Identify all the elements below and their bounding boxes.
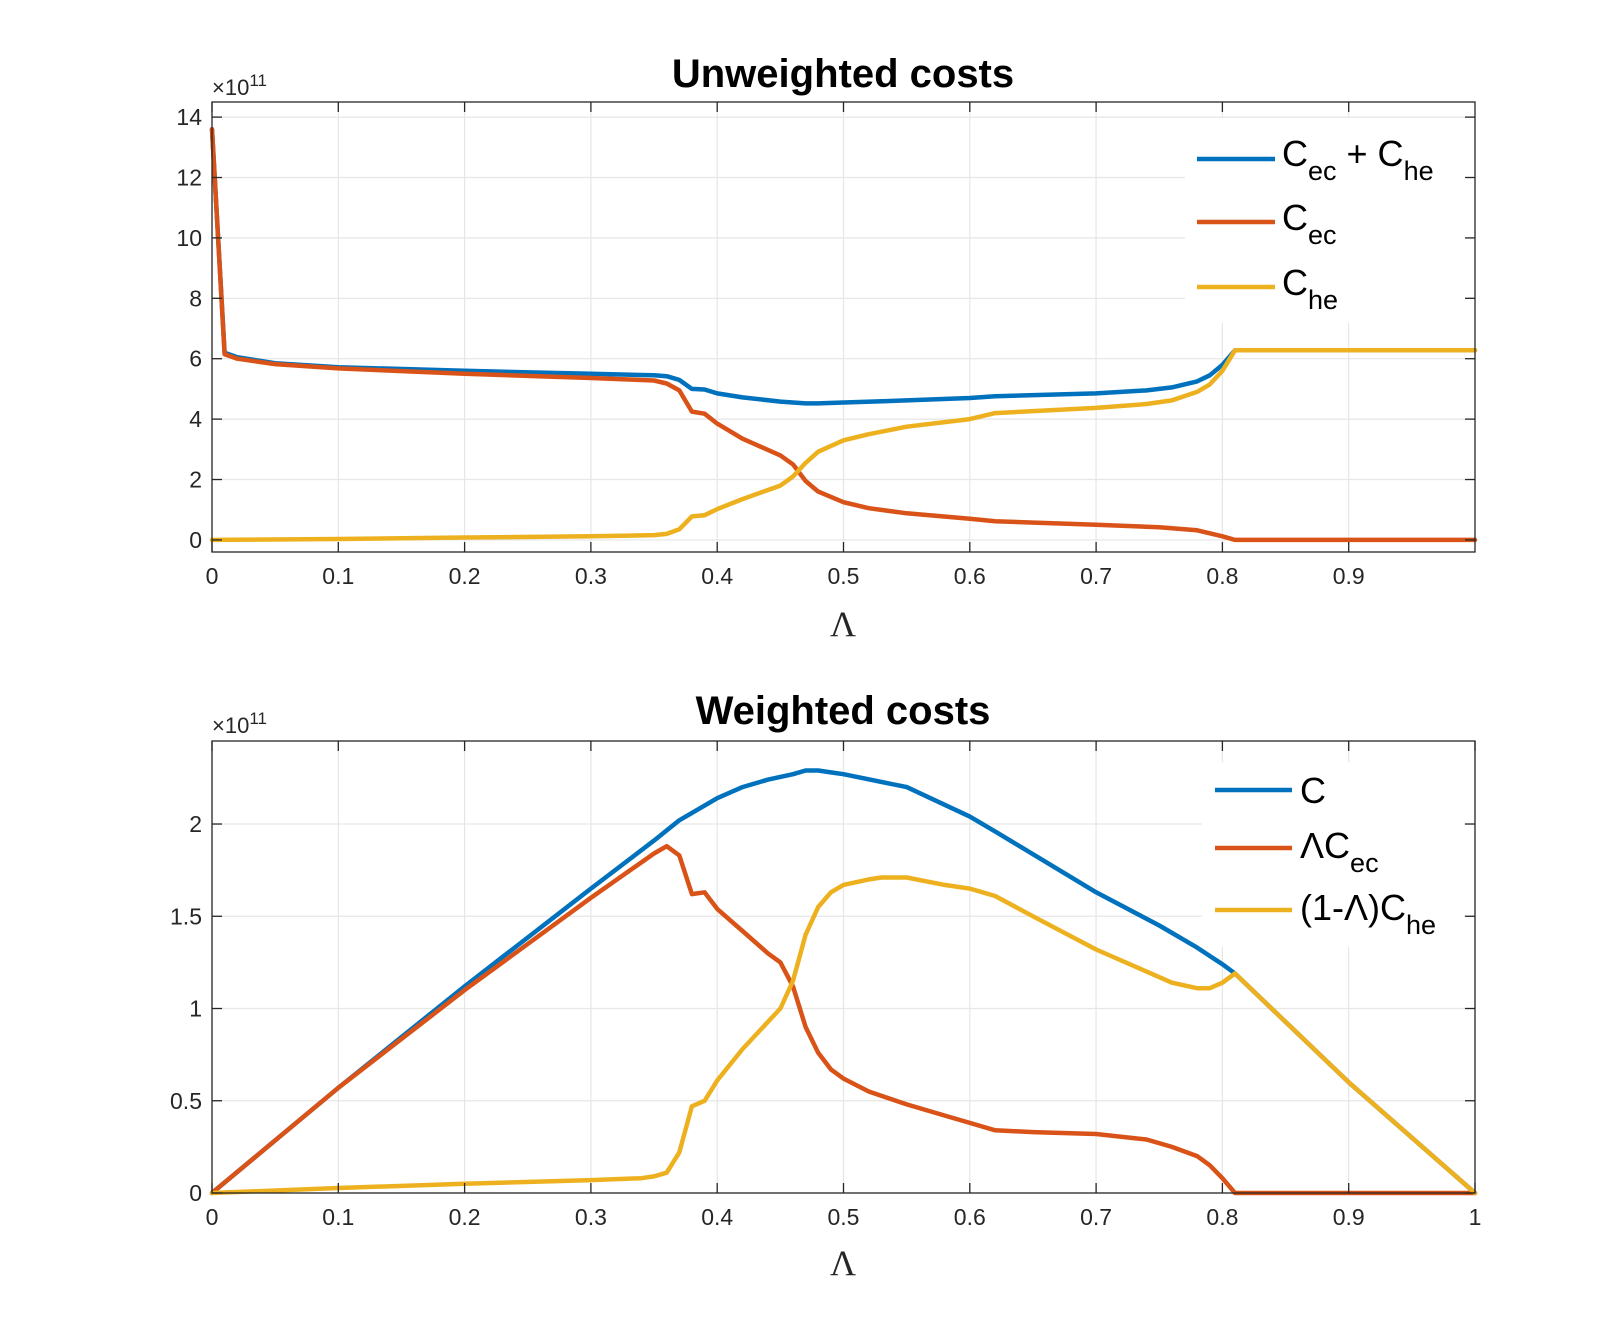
x-tick-label: 0.4 <box>701 1204 733 1230</box>
y-tick-label: 2 <box>189 467 202 493</box>
y-tick-label: 1.5 <box>170 903 202 929</box>
y-tick-label: 1 <box>189 996 202 1022</box>
x-tick-label: 0.9 <box>1333 563 1365 589</box>
weighted-costs-chart: Weighted costs 0 0.1 0.2 0.3 0.4 0.5 0.6 0.7 0.8… <box>170 689 1481 1283</box>
legend-entry-one-minus-lambda-che: (1-Λ)Che <box>1300 887 1436 940</box>
series-line-blue <box>209 126 1478 406</box>
x-tick-label: 0.5 <box>828 1204 860 1230</box>
x-tick-label: 0.7 <box>1080 1204 1112 1230</box>
series-line-orange <box>209 126 1478 543</box>
legend-entry-c: C <box>1300 770 1326 811</box>
x-tick-label: 0.4 <box>701 563 733 589</box>
y-tick-label: 10 <box>176 225 202 251</box>
x-axis-label: Λ <box>830 1243 856 1283</box>
axis-ticks: 0 0.1 0.2 0.3 0.4 0.5 0.6 0.7 0.8 0.9 0 2 4 6 8 10 12 14 <box>176 102 1475 589</box>
x-tick-label: 0.6 <box>954 563 986 589</box>
legend-entry-cec-plus-che: Cec + Che <box>1282 133 1434 186</box>
legend: C ΛCec (1-Λ)Che <box>1202 762 1464 947</box>
series-line-yellow <box>209 875 1478 1196</box>
legend-entry-cec: Cec <box>1282 197 1337 250</box>
y-tick-label: 12 <box>176 165 202 191</box>
series-group <box>209 126 1478 543</box>
unweighted-costs-chart: Unweighted costs 0 0.1 0.2 0.3 0.4 0.5 0.6 0.7 0… <box>176 52 1478 644</box>
y-tick-label: 0 <box>189 1180 202 1206</box>
x-tick-label: 1 <box>1469 1204 1482 1230</box>
legend: Cec + Che Cec Che <box>1185 118 1465 323</box>
legend-entry-lambda-cec: ΛCec <box>1300 825 1379 878</box>
series-line-blue <box>209 768 1478 1196</box>
x-tick-label: 0.2 <box>449 1204 481 1230</box>
series-line-yellow <box>209 348 1478 543</box>
x-tick-label: 0.8 <box>1206 1204 1238 1230</box>
y-tick-label: 4 <box>189 406 202 432</box>
y-tick-label: 0.5 <box>170 1088 202 1114</box>
chart-title: Weighted costs <box>696 689 991 733</box>
y-tick-label: 6 <box>189 346 202 372</box>
y-exponent: ×1011 <box>212 71 267 100</box>
x-tick-label: 0.2 <box>449 563 481 589</box>
y-tick-label: 0 <box>189 527 202 553</box>
legend-entry-che: Che <box>1282 262 1338 315</box>
y-tick-label: 14 <box>176 104 202 130</box>
x-tick-label: 0.5 <box>828 563 860 589</box>
x-tick-label: 0.1 <box>322 563 354 589</box>
x-tick-label: 0.7 <box>1080 563 1112 589</box>
y-tick-label: 2 <box>189 811 202 837</box>
x-axis-label: Λ <box>830 604 856 644</box>
axis-ticks: 0 0.1 0.2 0.3 0.4 0.5 0.6 0.7 0.8 0.9 1 0 0.5 1 1.5 2 <box>170 741 1481 1230</box>
x-tick-label: 0.1 <box>322 1204 354 1230</box>
y-tick-label: 8 <box>189 285 202 311</box>
x-tick-label: 0 <box>206 1204 219 1230</box>
x-tick-label: 0 <box>206 563 219 589</box>
x-tick-label: 0.8 <box>1206 563 1238 589</box>
chart-title: Unweighted costs <box>672 52 1014 96</box>
y-exponent: ×1011 <box>212 709 267 738</box>
series-line-orange <box>209 843 1478 1196</box>
x-tick-label: 0.6 <box>954 1204 986 1230</box>
x-tick-label: 0.3 <box>575 563 607 589</box>
x-tick-label: 0.9 <box>1333 1204 1365 1230</box>
series-group <box>209 768 1478 1196</box>
x-tick-label: 0.3 <box>575 1204 607 1230</box>
